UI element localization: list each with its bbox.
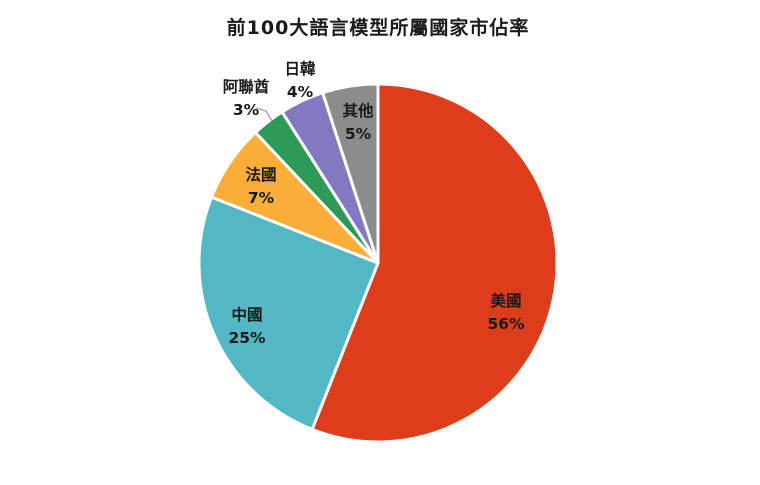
slice-pct-3: 3% <box>233 101 260 119</box>
slice-pct-2: 7% <box>248 189 275 207</box>
slice-label-2: 法國 <box>245 165 276 184</box>
slice-label-3: 阿聯酋 <box>223 77 270 96</box>
pie-slice-0 <box>310 82 559 444</box>
chart-title: 前100大語言模型所屬國家市佔率 <box>226 17 530 39</box>
slice-pct-1: 25% <box>228 329 266 347</box>
leader-line <box>255 107 273 122</box>
pie-slice-5 <box>321 82 380 265</box>
slice-label-1: 中國 <box>231 305 262 324</box>
slice-pct-0: 56% <box>487 315 525 333</box>
slice-label-4: 日韓 <box>284 59 316 78</box>
slice-pct-4: 4% <box>287 83 314 101</box>
slice-label-5: 其他 <box>342 101 374 120</box>
slice-label-0: 美國 <box>490 291 521 310</box>
slice-pct-5: 5% <box>345 125 372 143</box>
pie-slice-1 <box>197 195 380 431</box>
